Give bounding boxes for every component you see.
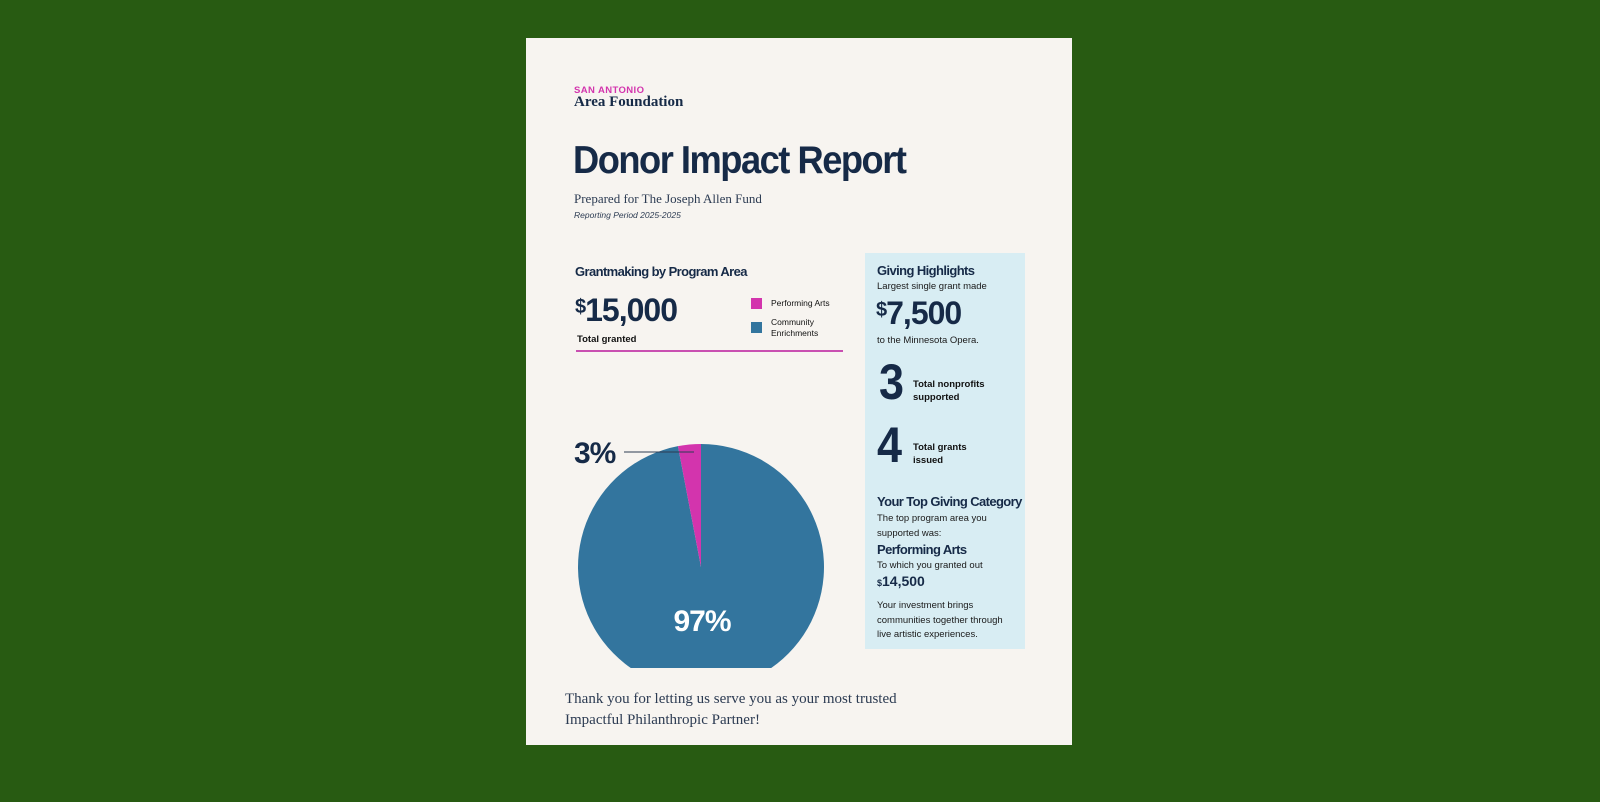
- largest-grant-recipient: to the Minnesota Opera.: [877, 335, 979, 346]
- prepared-for: Prepared for The Joseph Allen Fund: [574, 191, 762, 206]
- grants-label: Total grants issued: [913, 442, 967, 466]
- page-title: Donor Impact Report: [573, 139, 907, 182]
- reporting-period: Reporting Period 2025-2025: [574, 210, 681, 220]
- largest-grant-amount: $7,500: [876, 295, 962, 332]
- highlights-title: Giving Highlights: [877, 263, 975, 278]
- total-granted-value: 15,000: [585, 292, 678, 328]
- pie-slice-performing-arts: [677, 444, 701, 567]
- top-category-amount-value: 14,500: [882, 573, 925, 589]
- currency-symbol: $: [876, 299, 887, 321]
- legend-label-community-enrichments: Community Enrichments: [771, 317, 819, 338]
- closing-message: Your investment brings communities toget…: [877, 600, 1003, 640]
- report-page: SAN ANTONIO Area Foundation Donor Impact…: [526, 38, 1072, 745]
- largest-grant-label: Largest single grant made: [877, 281, 987, 292]
- top-category-name: Performing Arts: [877, 542, 967, 557]
- logo-top-line: SAN ANTONIO: [574, 85, 645, 96]
- section-divider: [576, 350, 843, 352]
- giving-highlights-panel: Giving Highlights Largest single grant m…: [865, 253, 1025, 649]
- top-category-granted-label: To which you granted out: [877, 560, 983, 571]
- legend-label-performing-arts: Performing Arts: [771, 298, 830, 308]
- thank-you-message: Thank you for letting us serve you as yo…: [565, 691, 897, 728]
- legend-swatch-community-enrichments: [751, 322, 762, 333]
- currency-symbol: $: [877, 578, 883, 588]
- pie-slice-community-enrichments: [578, 444, 824, 668]
- total-granted-label: Total granted: [577, 334, 637, 345]
- top-category-title: Your Top Giving Category: [877, 494, 1022, 509]
- grantmaking-title: Grantmaking by Program Area: [575, 264, 747, 279]
- nonprofits-count: 3: [879, 354, 904, 410]
- currency-symbol: $: [575, 296, 586, 318]
- pie-label-performing-arts: 3%: [574, 437, 616, 470]
- top-category-intro: The top program area you supported was:: [877, 513, 987, 539]
- total-granted-amount: $15,000: [575, 292, 678, 329]
- nonprofits-label: Total nonprofits supported: [913, 379, 985, 403]
- grants-count: 4: [877, 417, 902, 473]
- top-category-amount: $14,500: [877, 573, 925, 591]
- pie-label-community-enrichments: 97%: [673, 605, 730, 638]
- program-area-pie-chart: 3% 97%: [574, 437, 824, 668]
- largest-grant-value: 7,500: [886, 295, 962, 331]
- legend-swatch-performing-arts: [751, 298, 762, 309]
- logo-main-line: Area Foundation: [574, 94, 684, 110]
